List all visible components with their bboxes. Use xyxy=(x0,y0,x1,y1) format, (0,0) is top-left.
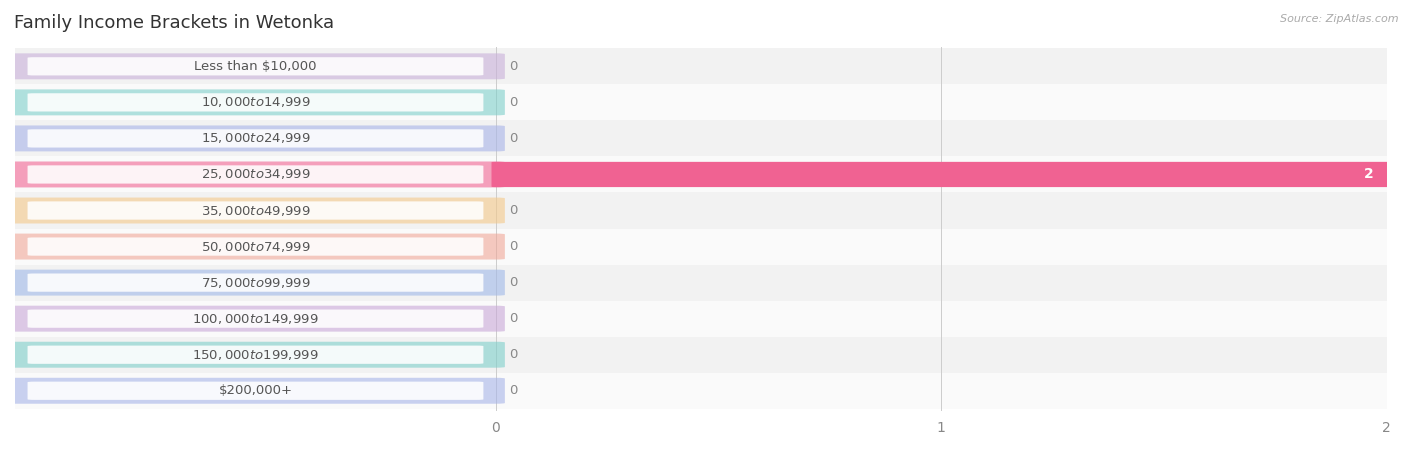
Bar xyxy=(15,48,1386,84)
FancyBboxPatch shape xyxy=(492,162,1391,187)
FancyBboxPatch shape xyxy=(6,90,505,115)
FancyBboxPatch shape xyxy=(28,382,484,400)
Bar xyxy=(15,337,1386,373)
FancyBboxPatch shape xyxy=(6,126,505,151)
FancyBboxPatch shape xyxy=(6,378,505,404)
Bar xyxy=(15,193,1386,229)
Text: 0: 0 xyxy=(509,348,517,361)
Text: 0: 0 xyxy=(509,276,517,289)
Bar xyxy=(15,84,1386,121)
FancyBboxPatch shape xyxy=(28,310,484,328)
Bar xyxy=(15,157,1386,193)
FancyBboxPatch shape xyxy=(28,129,484,148)
Text: $25,000 to $34,999: $25,000 to $34,999 xyxy=(201,167,311,181)
Text: $200,000+: $200,000+ xyxy=(218,384,292,397)
FancyBboxPatch shape xyxy=(28,274,484,292)
Text: 0: 0 xyxy=(509,384,517,397)
Text: 0: 0 xyxy=(509,240,517,253)
FancyBboxPatch shape xyxy=(28,165,484,184)
Text: $35,000 to $49,999: $35,000 to $49,999 xyxy=(201,203,311,217)
Text: 2: 2 xyxy=(1364,167,1374,181)
Bar xyxy=(15,301,1386,337)
FancyBboxPatch shape xyxy=(6,234,505,260)
Text: 0: 0 xyxy=(509,60,517,73)
Text: 0: 0 xyxy=(509,204,517,217)
FancyBboxPatch shape xyxy=(28,346,484,364)
FancyBboxPatch shape xyxy=(6,198,505,224)
FancyBboxPatch shape xyxy=(28,93,484,112)
Text: Family Income Brackets in Wetonka: Family Income Brackets in Wetonka xyxy=(14,14,335,32)
Bar xyxy=(15,229,1386,265)
FancyBboxPatch shape xyxy=(6,270,505,296)
FancyBboxPatch shape xyxy=(6,162,505,188)
FancyBboxPatch shape xyxy=(6,306,505,332)
FancyBboxPatch shape xyxy=(6,342,505,368)
Bar xyxy=(15,121,1386,157)
Text: Source: ZipAtlas.com: Source: ZipAtlas.com xyxy=(1281,14,1399,23)
Text: 0: 0 xyxy=(509,96,517,109)
Bar xyxy=(15,265,1386,301)
Text: 0: 0 xyxy=(509,132,517,145)
Text: $100,000 to $149,999: $100,000 to $149,999 xyxy=(193,312,319,326)
Text: $50,000 to $74,999: $50,000 to $74,999 xyxy=(201,239,311,253)
Text: $150,000 to $199,999: $150,000 to $199,999 xyxy=(193,348,319,362)
Text: $10,000 to $14,999: $10,000 to $14,999 xyxy=(201,95,311,109)
Bar xyxy=(15,373,1386,409)
Text: $15,000 to $24,999: $15,000 to $24,999 xyxy=(201,131,311,145)
Text: $75,000 to $99,999: $75,000 to $99,999 xyxy=(201,275,311,290)
FancyBboxPatch shape xyxy=(28,202,484,220)
Text: 0: 0 xyxy=(509,312,517,325)
Text: Less than $10,000: Less than $10,000 xyxy=(194,60,316,73)
FancyBboxPatch shape xyxy=(6,54,505,79)
FancyBboxPatch shape xyxy=(28,238,484,256)
FancyBboxPatch shape xyxy=(28,57,484,76)
